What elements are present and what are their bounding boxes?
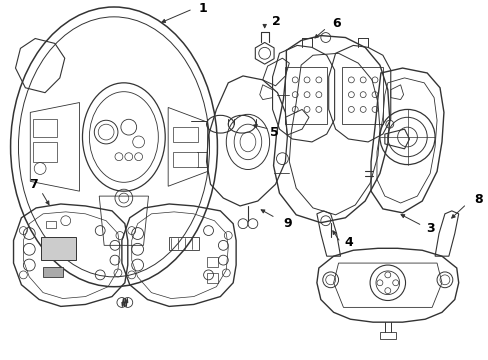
- Polygon shape: [41, 238, 76, 260]
- Text: 5: 5: [269, 126, 278, 139]
- Text: 1: 1: [198, 3, 206, 15]
- Text: 6: 6: [332, 17, 340, 30]
- Text: 4: 4: [344, 236, 352, 249]
- Text: 3: 3: [425, 222, 433, 235]
- Polygon shape: [43, 267, 62, 277]
- Text: 2: 2: [272, 15, 280, 28]
- Text: 7: 7: [29, 178, 38, 191]
- Text: 8: 8: [473, 193, 482, 206]
- Text: 9: 9: [283, 217, 291, 230]
